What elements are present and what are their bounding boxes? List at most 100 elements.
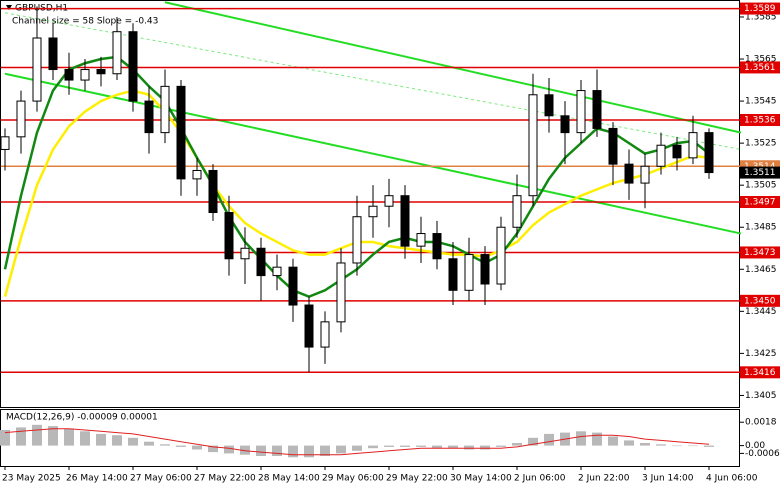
- macd-bar: [704, 445, 714, 447]
- x-tick-label: 29 May 06:00: [322, 474, 384, 484]
- price-panel: [0, 0, 740, 408]
- candle-body: [48, 37, 58, 71]
- macd-bar: [272, 445, 282, 456]
- candle-body: [96, 69, 106, 75]
- candle-body: [128, 31, 138, 102]
- macd-bar: [224, 445, 234, 454]
- macd-bar: [112, 435, 122, 446]
- candle-body: [544, 94, 554, 117]
- y-tick-label: 1.3465: [745, 265, 777, 275]
- macd-bar: [256, 445, 266, 456]
- macd-bar: [304, 445, 314, 458]
- y-tick-label: 1.3485: [745, 223, 777, 233]
- candle-body: [288, 266, 298, 306]
- macd-bar: [288, 445, 298, 458]
- level-label: 1.3536: [744, 116, 776, 126]
- macd-bar: [688, 445, 698, 447]
- macd-bar: [320, 445, 330, 456]
- macd-bar: [352, 445, 362, 451]
- macd-bar: [592, 432, 602, 446]
- macd-bar: [512, 443, 522, 446]
- candle-body: [576, 90, 586, 134]
- macd-label: MACD(12,26,9) -0.00009 0.00001: [6, 413, 158, 423]
- level-tag: [740, 166, 780, 179]
- y-tick-label: 1.3405: [745, 391, 777, 401]
- macd-bar: [16, 427, 26, 446]
- macd-bar: [608, 436, 618, 446]
- macd-bar: [368, 445, 378, 449]
- x-tick-label: 2 Jun 06:00: [514, 474, 566, 484]
- y-tick-label: 1.3585: [745, 12, 777, 22]
- level-label: 1.3589: [744, 4, 776, 14]
- candle-body: [624, 163, 634, 184]
- y-tick-label: 1.3425: [745, 349, 777, 359]
- annotation: Channel size = 58 Slope = -0.43: [12, 17, 158, 27]
- level-label: 1.3511: [744, 168, 776, 178]
- candle-body: [336, 262, 346, 323]
- candle-body: [176, 85, 186, 180]
- candle-body: [432, 233, 442, 260]
- candle-body: [208, 169, 218, 214]
- macd-bar: [640, 443, 650, 446]
- macd-bar: [0, 430, 10, 446]
- level-tag: [740, 2, 780, 15]
- y-tick-label: 1.3525: [745, 139, 777, 149]
- candle-body: [688, 132, 698, 159]
- level-tag: [740, 61, 780, 74]
- level-label: 1.3450: [744, 296, 776, 306]
- macd-bar: [416, 445, 426, 447]
- candle-body: [240, 247, 250, 260]
- macd-bar: [128, 437, 138, 446]
- candle-body: [672, 144, 682, 159]
- candle-body: [400, 195, 410, 247]
- candle-body: [64, 69, 74, 81]
- candle-body: [416, 233, 426, 247]
- level-label: 1.3473: [744, 248, 776, 258]
- macd-bar: [656, 444, 666, 446]
- macd-bar: [480, 445, 490, 450]
- candle-body: [16, 100, 26, 138]
- x-tick-label: 4 Jun 06:00: [706, 474, 758, 484]
- candle-body: [640, 165, 650, 184]
- candle-body: [592, 90, 602, 129]
- macd-tick-label: 0.0018: [745, 418, 777, 428]
- y-tick-label: 1.3445: [745, 307, 777, 317]
- candle-body: [192, 169, 202, 180]
- x-tick-label: 28 May 14:00: [258, 474, 320, 484]
- macd-signal: [4, 428, 710, 456]
- candle-body: [704, 132, 714, 174]
- x-tick-label: 23 May 2025: [2, 474, 61, 484]
- symbol-icon: [6, 5, 12, 10]
- candle-body: [352, 216, 362, 264]
- candle-body: [368, 205, 378, 218]
- candle-body: [0, 136, 10, 150]
- candle-body: [160, 85, 170, 134]
- trend-line: [4, 72, 742, 235]
- level-tag: [740, 246, 780, 259]
- x-tick-label: 26 May 14:00: [66, 474, 128, 484]
- macd-bar: [336, 445, 346, 454]
- candle-body: [256, 247, 266, 277]
- level-label: 1.3497: [744, 198, 776, 208]
- macd-bar: [64, 428, 74, 446]
- macd-bar: [496, 445, 506, 447]
- macd-bar: [384, 445, 394, 447]
- x-tick-label: 27 May 06:00: [130, 474, 192, 484]
- macd-bar: [176, 445, 186, 447]
- x-tick-label: 30 May 14:00: [450, 474, 512, 484]
- macd-bar: [96, 433, 106, 446]
- candle-body: [80, 69, 90, 81]
- candle-body: [304, 304, 314, 348]
- macd-bar: [432, 445, 442, 449]
- candle-body: [384, 195, 394, 207]
- macd-tick-label: -0.0006: [745, 449, 780, 459]
- y-tick-label: 1.3545: [745, 97, 777, 107]
- macd-bar: [400, 445, 410, 447]
- x-tick-label: 3 Jun 14:00: [642, 474, 694, 484]
- level-tag: [740, 294, 780, 307]
- macd-bar: [528, 437, 538, 446]
- macd-bar: [576, 431, 586, 446]
- macd-bar: [80, 431, 90, 446]
- macd-bar: [32, 424, 42, 446]
